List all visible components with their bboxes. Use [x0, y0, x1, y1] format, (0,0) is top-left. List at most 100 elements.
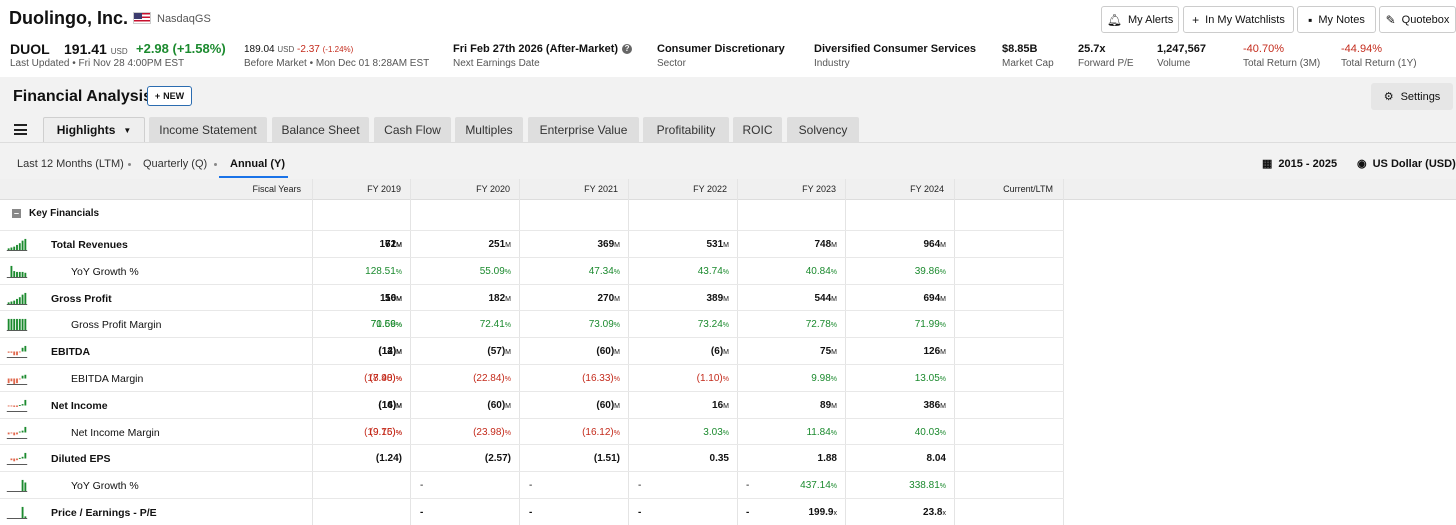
sparkline-bar	[18, 351, 21, 353]
sparkline-icon[interactable]	[6, 265, 28, 278]
table-row: YoY Growth % 128.51% 55.09% 47.34% 43.74% 40.…	[0, 256, 1064, 284]
column-header-fiscal-years: Fiscal Years	[252, 184, 301, 194]
table-cell: 338.81%	[909, 480, 946, 492]
sparkline-bar	[16, 244, 18, 251]
tab-highlights[interactable]: Highlights ▼	[43, 117, 145, 142]
sparkline-bar	[21, 403, 24, 406]
sparkline-bar	[16, 351, 18, 356]
column-divider	[312, 179, 313, 525]
row-label: EBITDA Margin	[71, 373, 144, 385]
sparkline-bar	[21, 375, 24, 379]
sparkline-bar	[16, 405, 18, 407]
table-row: EBITDA Margin (17.48)% (8.90)% (22.84)% (16.…	[0, 364, 1064, 391]
sparkline-bar	[21, 319, 24, 331]
table-cell: (23.98)%	[473, 426, 511, 438]
table-cell: -	[746, 507, 750, 518]
new-button[interactable]: + NEW	[147, 86, 192, 106]
help-icon[interactable]: ?	[622, 44, 633, 54]
table-cell: 116M	[380, 292, 402, 304]
table-cell: (9.76)%	[369, 426, 402, 438]
sector-label: Sector	[657, 58, 686, 69]
period-ltm[interactable]: Last 12 Months (LTM)	[17, 158, 124, 170]
sparkline-bar	[18, 296, 21, 304]
forward-pe-label: Forward P/E	[1078, 58, 1134, 69]
table-cell: 71M	[385, 239, 402, 250]
sparkline-icon[interactable]	[6, 292, 28, 305]
table-cell: (19.15)%	[364, 426, 402, 438]
quote-header: Duolingo, Inc. NasdaqGS DUOL 191.41 USD …	[0, 0, 1456, 77]
table-cell: (12)M	[378, 346, 402, 358]
industry-value[interactable]: Diversified Consumer Services	[814, 43, 977, 55]
sparkline-bar	[16, 458, 18, 461]
tab-enterprise-value[interactable]: Enterprise Value	[528, 117, 639, 142]
forward-pe-value: 25.7x	[1078, 43, 1106, 55]
column-divider	[737, 179, 738, 525]
sparkline-icon[interactable]	[6, 452, 28, 466]
tab-profitability[interactable]: Profitability	[643, 117, 729, 142]
plus-icon: +	[1192, 12, 1200, 27]
table-cell: 39.86%	[914, 265, 946, 277]
table-cell: 40.84%	[805, 265, 837, 277]
column-divider	[1063, 179, 1064, 525]
my-notes-button[interactable]: ▪ My Notes	[1297, 6, 1376, 33]
separator-dot	[214, 163, 217, 166]
sparkline-bar	[7, 378, 10, 384]
return-3m-label: Total Return (3M)	[1243, 58, 1321, 69]
watchlists-button[interactable]: + In My Watchlists	[1183, 6, 1294, 33]
tab-solvency[interactable]: Solvency	[787, 117, 859, 142]
collapse-icon[interactable]: –	[12, 208, 21, 218]
sparkline-icon[interactable]	[6, 372, 28, 385]
sparkline-bar	[13, 319, 16, 331]
period-annual[interactable]: Annual (Y)	[230, 158, 285, 170]
table-cell: 389M	[706, 292, 729, 304]
tab-multiples[interactable]: Multiples	[455, 117, 523, 142]
tab-balance-sheet[interactable]: Balance Sheet	[272, 117, 369, 142]
sparkline-bar	[18, 431, 21, 433]
table-cell: 72.41%	[479, 319, 511, 331]
hamburger-menu-icon[interactable]	[14, 124, 27, 135]
quotebox-button[interactable]: ✎ Quotebox	[1379, 6, 1456, 33]
ticker-symbol: DUOL	[10, 41, 50, 57]
table-cell: (60)M	[487, 399, 511, 411]
my-alerts-button[interactable]: 🔔︎ My Alerts	[1101, 6, 1179, 33]
sparkline-icon[interactable]	[6, 426, 28, 439]
settings-button[interactable]: ⚙ Settings	[1371, 83, 1453, 110]
tab-cash-flow[interactable]: Cash Flow	[374, 117, 451, 142]
sparkline-icon[interactable]	[6, 345, 28, 359]
sparkline-icon[interactable]	[6, 506, 28, 519]
tab-roic[interactable]: ROIC	[733, 117, 782, 142]
separator-dot	[128, 163, 131, 166]
sparkline-bar	[10, 405, 13, 407]
row-label: Diluted EPS	[51, 453, 111, 466]
table-cell: (1.10)%	[696, 373, 729, 384]
table-row: Gross Profit 50M 116M 182M 270M 389M 544M 694M	[0, 283, 1064, 311]
table-cell: 1.88	[817, 453, 837, 465]
table-cell: 386M	[923, 399, 946, 411]
currency-selector[interactable]: ◉ US Dollar (USD)	[1357, 157, 1456, 171]
date-range-selector[interactable]: ▦ 2015 - 2025	[1262, 157, 1338, 171]
sparkline-icon[interactable]	[6, 399, 28, 412]
row-label: Price / Earnings - P/E	[51, 507, 157, 519]
column-header-fy2022: FY 2022	[693, 184, 727, 194]
table-cell: 531M	[706, 239, 729, 250]
sector-value[interactable]: Consumer Discretionary	[657, 43, 785, 55]
table-cell: 694M	[923, 292, 946, 304]
table-cell: 16M	[712, 399, 729, 411]
tab-income-statement[interactable]: Income Statement	[149, 117, 267, 142]
sparkline-bar	[21, 294, 24, 304]
period-quarterly[interactable]: Quarterly (Q)	[143, 158, 208, 170]
sparkline-icon[interactable]	[6, 238, 28, 251]
table-cell: 73.09%	[588, 319, 620, 331]
exchange-name: NasdaqGS	[157, 13, 211, 25]
table-cell: -	[746, 480, 750, 492]
gear-icon: ⚙	[1383, 91, 1394, 103]
table-cell: 71.99%	[914, 319, 946, 331]
premarket-label: Before Market • Mon Dec 01 8:28AM EST	[244, 58, 430, 69]
sparkline-icon[interactable]	[6, 318, 28, 332]
table-cell: 50M	[385, 292, 402, 304]
section-key-financials[interactable]: – Key Financials	[12, 208, 100, 219]
sparkline-icon[interactable]	[6, 479, 28, 493]
row-label: Gross Profit Margin	[71, 319, 162, 332]
table-cell: (8.90)%	[369, 373, 402, 384]
earnings-date: Fri Feb 27th 2026 (After-Market)?	[453, 43, 633, 55]
